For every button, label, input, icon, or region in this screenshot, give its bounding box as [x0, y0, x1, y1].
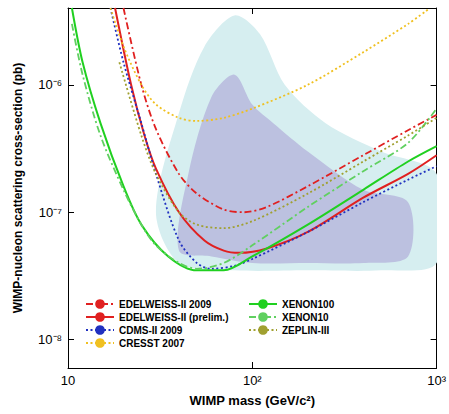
svg-text:ZEPLIN-III: ZEPLIN-III — [282, 325, 329, 336]
svg-text:10³: 10³ — [427, 373, 446, 388]
svg-text:10⁻⁸: 10⁻⁸ — [38, 332, 62, 347]
svg-text:XENON100: XENON100 — [282, 299, 335, 310]
svg-text:10⁻⁷: 10⁻⁷ — [39, 205, 62, 220]
svg-text:10: 10 — [61, 373, 75, 388]
svg-text:EDELWEISS-II (prelim.): EDELWEISS-II (prelim.) — [119, 312, 228, 323]
svg-text:XENON10: XENON10 — [282, 312, 329, 323]
svg-text:10²: 10² — [243, 373, 262, 388]
svg-text:10⁻⁶: 10⁻⁶ — [38, 77, 62, 92]
svg-text:WIMP-nucleon scattering cross-: WIMP-nucleon scattering cross-section (p… — [11, 63, 25, 314]
svg-text:EDELWEISS-II 2009: EDELWEISS-II 2009 — [119, 299, 212, 310]
svg-text:CDMS-II 2009: CDMS-II 2009 — [119, 325, 183, 336]
svg-text:CRESST 2007: CRESST 2007 — [119, 338, 185, 349]
svg-text:WIMP mass (GeV/c²): WIMP mass (GeV/c²) — [190, 393, 315, 408]
